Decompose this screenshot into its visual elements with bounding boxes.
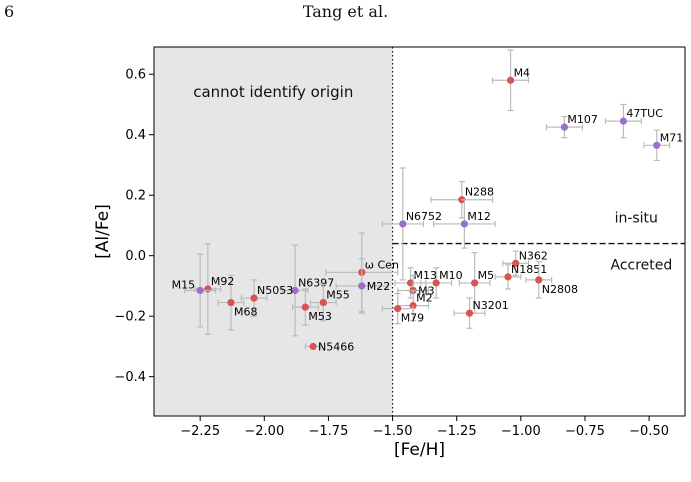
data-point [653, 141, 661, 149]
point-label: M79 [401, 312, 425, 325]
point-label: M10 [439, 269, 463, 282]
point-label: M12 [467, 210, 491, 223]
data-point [432, 279, 440, 287]
y-tick-label: 0.4 [125, 128, 146, 143]
point-label: M107 [567, 113, 598, 126]
point-label: N2808 [542, 283, 578, 296]
point-label: ω Cen [365, 258, 399, 271]
y-tick-label: −0.4 [114, 370, 146, 385]
data-point [196, 286, 204, 295]
point-label: N3201 [473, 299, 509, 312]
data-point [358, 282, 366, 290]
x-tick-label: −1.50 [373, 424, 413, 439]
y-tick-label: 0.0 [125, 249, 146, 264]
shaded-region [154, 47, 393, 416]
point-label: N5053 [257, 284, 293, 297]
point-label: N288 [465, 186, 494, 199]
data-point [319, 298, 327, 307]
point-label: N6397 [298, 276, 334, 289]
data-point [399, 220, 407, 228]
point-label: M68 [234, 306, 258, 319]
region-label: Accreted [611, 257, 673, 273]
data-point [406, 279, 415, 287]
data-point [535, 276, 543, 284]
page-number: 6 [4, 2, 15, 21]
point-label: 47TUC [626, 107, 663, 120]
data-point [227, 298, 235, 307]
point-label: M4 [514, 66, 531, 79]
data-point [460, 220, 468, 228]
y-tick-label: −0.2 [114, 310, 146, 325]
point-label: N5466 [318, 340, 354, 353]
data-point [301, 303, 309, 311]
data-point [394, 305, 402, 313]
x-tick-label: −2.25 [180, 424, 220, 439]
data-point [471, 279, 479, 287]
data-point [291, 286, 299, 295]
data-point [250, 294, 258, 302]
y-tick-label: 0.2 [125, 189, 146, 204]
point-label: M15 [172, 278, 196, 291]
x-tick-label: −1.75 [309, 424, 349, 439]
y-axis-label: [Al/Fe] [93, 204, 113, 259]
point-label: M3 [418, 284, 435, 297]
point-label: M5 [478, 269, 495, 282]
data-point [309, 342, 317, 351]
x-tick-label: −2.00 [244, 424, 284, 439]
data-point [506, 76, 515, 84]
x-tick-label: −0.75 [565, 424, 605, 439]
x-tick-label: −1.00 [501, 424, 541, 439]
x-axis-label: [Fe/H] [394, 440, 445, 460]
shaded-region-label: cannot identify origin [193, 83, 353, 101]
region-label: in-situ [615, 210, 658, 226]
point-label: M22 [367, 280, 391, 293]
point-label: M13 [414, 269, 438, 282]
running-head: Tang et al. [302, 2, 389, 21]
data-point [465, 309, 474, 317]
y-tick-label: 0.6 [125, 68, 146, 83]
data-point [560, 123, 569, 131]
x-tick-label: −0.50 [629, 424, 669, 439]
point-label: M92 [211, 275, 235, 288]
point-label: M71 [660, 131, 684, 144]
data-point [504, 273, 512, 281]
data-point [409, 302, 417, 310]
point-label: M2 [416, 292, 433, 305]
point-label: N6752 [406, 210, 442, 223]
data-point [512, 259, 520, 267]
data-point [619, 117, 628, 125]
plot-frame [153, 46, 686, 417]
x-tick-label: −1.25 [437, 424, 477, 439]
point-label: M53 [308, 310, 332, 323]
point-label: N362 [519, 249, 548, 262]
point-label: M55 [326, 289, 350, 302]
point-label: N1851 [511, 263, 547, 276]
